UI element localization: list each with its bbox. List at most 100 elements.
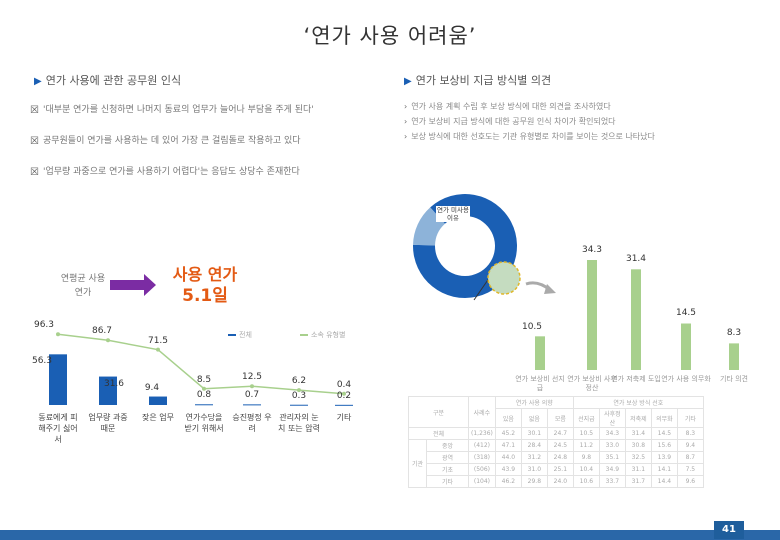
bar-value-label: 9.4 [144, 382, 160, 393]
bar-1 [587, 260, 597, 370]
table-header: 연가 보상 방식 선호 [572, 396, 704, 409]
bullet-item: › 보상 방식에 대한 선호도는 기관 유형별로 차이를 보이는 것으로 나타났다 [404, 132, 655, 141]
bar-value-label: 31.6 [103, 378, 125, 389]
donut-segment-label: 연가 미사용 이유 [436, 206, 470, 222]
bar-전체-2 [149, 396, 167, 405]
bar-value-label: 56.3 [31, 356, 53, 367]
line-point-4 [250, 384, 254, 389]
bar-0 [535, 336, 545, 370]
page-number: 41 [714, 521, 744, 539]
line-value-label: 71.5 [147, 335, 169, 346]
table-header: 사례수 [468, 396, 496, 428]
bar-value-label: 31.4 [625, 254, 647, 265]
table-row: 광역 (318) 44.0 31.2 24.8 9.8 35.1 32.5 13.9 8.7 [409, 451, 704, 464]
table-subheader: 기타 [676, 408, 704, 428]
line-point-1 [106, 338, 110, 343]
bar-전체-4 [243, 404, 261, 406]
category-label: 승진평정 우려 [232, 413, 272, 433]
category-label: 동료에게 피해주기 싫어서 [38, 413, 78, 444]
bar-value-label: 34.3 [581, 245, 603, 255]
line-value-label: 96.3 [33, 320, 55, 331]
category-label: 잦은 업무 [142, 413, 174, 422]
data-table: 구분 사례수 연가 사용 의향 연가 보상 방식 선호 있음 없음 모름 선지급… [408, 396, 704, 488]
bar-value-label: 0.3 [291, 390, 307, 401]
line-value-label: 0.4 [336, 379, 352, 390]
legend-swatch [300, 334, 308, 336]
right-bullet-list: › 연가 사용 계획 수립 후 보상 방식에 대한 의견을 조사하였다 › 연가 보… [404, 101, 754, 143]
table-subheader: 사후정산 [598, 408, 626, 428]
bar-value-label: 0.8 [196, 390, 212, 401]
footer-stripe [0, 530, 780, 540]
right-section-heading: ▶ 연가 보상비 지급 방식별 의견 [404, 74, 552, 87]
table-row: 기타 (104) 46.2 29.8 24.0 10.6 33.7 31.7 14.4 9.6 [409, 475, 704, 488]
checkbox-icon: ☒ [30, 136, 39, 147]
table-row: 기초 (506) 43.9 31.0 25.1 10.4 34.9 31.1 14.1 7.5 [409, 463, 704, 476]
line-point-2 [156, 347, 160, 352]
bar-value-label: 10.5 [521, 322, 543, 332]
bar-3 [681, 323, 691, 370]
line-point-3 [202, 386, 206, 391]
bar-전체-5 [290, 404, 308, 406]
bar-value-label: 8.3 [726, 328, 742, 339]
page-title: ‘연가 사용 어려움’ [303, 24, 477, 48]
arrow-icon: ▶ [34, 76, 42, 87]
table-subheader: 있음 [494, 408, 522, 428]
bar-전체-6 [335, 404, 353, 406]
left-bar-chart [49, 332, 353, 406]
bar-전체-0 [49, 354, 67, 405]
bar-전체-3 [195, 404, 213, 406]
bar-value-label: 0.7 [244, 390, 260, 401]
category-label: 연가 저축제 도입 [611, 375, 661, 383]
line-value-label: 86.7 [91, 326, 113, 337]
category-label: 연가수당을 받기 위해서 [184, 413, 224, 433]
right-bar-chart [535, 260, 739, 370]
bullet-item: ☒ '대부분 연가를 신청하면 나머지 동료의 업무가 늘어나 부담을 주게 된다… [30, 105, 314, 116]
checkbox-icon: ☒ [30, 105, 39, 116]
category-label: 업무량 과중 때문 [88, 413, 128, 433]
arrow-icon: ▶ [404, 76, 412, 87]
bar-전체-1 [99, 376, 117, 405]
line-point-0 [56, 332, 60, 337]
bullet-item: › 연가 사용 계획 수립 후 보상 방식에 대한 의견을 조사하였다 [404, 102, 611, 111]
legend-item: 전체 [228, 330, 252, 340]
legend-swatch [228, 334, 236, 336]
bullet-item: ☒ '업무량 과중으로 연가를 사용하기 어렵다'는 응답도 상당수 존재한다 [30, 167, 300, 178]
callout-arrow [110, 274, 156, 296]
left-bullet-list: ☒ '대부분 연가를 신청하면 나머지 동료의 업무가 늘어나 부담을 주게 된다… [30, 103, 370, 180]
category-label: 연가 보상비 선지급 [515, 375, 565, 392]
bar-2 [631, 269, 641, 370]
table-subheader: 없음 [520, 408, 548, 428]
bar-value-label: 0.2 [336, 390, 352, 401]
table-subheader: 선지급 [572, 408, 600, 428]
bar-value-label: 14.5 [675, 308, 697, 319]
category-label: 관리자의 눈치 또는 압력 [278, 413, 320, 433]
donut-pointer [473, 261, 556, 301]
callout-label: 연평균 사용 연가 [60, 274, 106, 298]
legend-item: 소속 유형별 [300, 330, 345, 340]
category-label: 기타 의견 [720, 375, 748, 383]
table-header: 연가 사용 의향 [494, 396, 574, 409]
chevron-right-icon: › [404, 117, 408, 126]
table-subheader: 의무화 [650, 408, 678, 428]
table-row: 기관 중앙 (412) 47.1 28.4 24.5 11.2 33.0 30.8 15.6 9.… [408, 439, 704, 488]
category-label: 기타 [336, 413, 352, 422]
data-table-wrap: 구분 사례수 연가 사용 의향 연가 보상 방식 선호 있음 없음 모름 선지급… [408, 396, 704, 488]
category-label: 연가 사용 의무화 [661, 375, 711, 383]
table-row: 전체 (1,236) 45.2 30.1 24.7 10.5 34.3 31.4 14.5… [408, 427, 704, 440]
bar-4 [729, 343, 739, 370]
table-subheader: 저축제 [624, 408, 652, 428]
line-value-label: 6.2 [291, 376, 307, 387]
category-label: 연가 보상비 사후 정산 [567, 375, 617, 392]
bullet-item: ☒ 공무원들이 연가를 사용하는 데 있어 가장 큰 걸림돌로 작용하고 있다 [30, 136, 301, 147]
line-point-6 [342, 391, 346, 396]
line-value-label: 8.5 [196, 374, 212, 385]
line-value-label: 12.5 [241, 372, 263, 383]
big-label: 사용 연가 [172, 265, 238, 284]
table-subheader: 모름 [546, 408, 574, 428]
big-value: 5.1일 [182, 286, 228, 306]
chevron-right-icon: › [404, 102, 408, 111]
table-header: 구분 [408, 396, 469, 428]
line-point-5 [297, 388, 301, 393]
bullet-item: › 연가 보상비 지급 방식에 대한 공무원 인식 차이가 확인되었다 [404, 117, 616, 126]
chevron-right-icon: › [404, 132, 408, 141]
